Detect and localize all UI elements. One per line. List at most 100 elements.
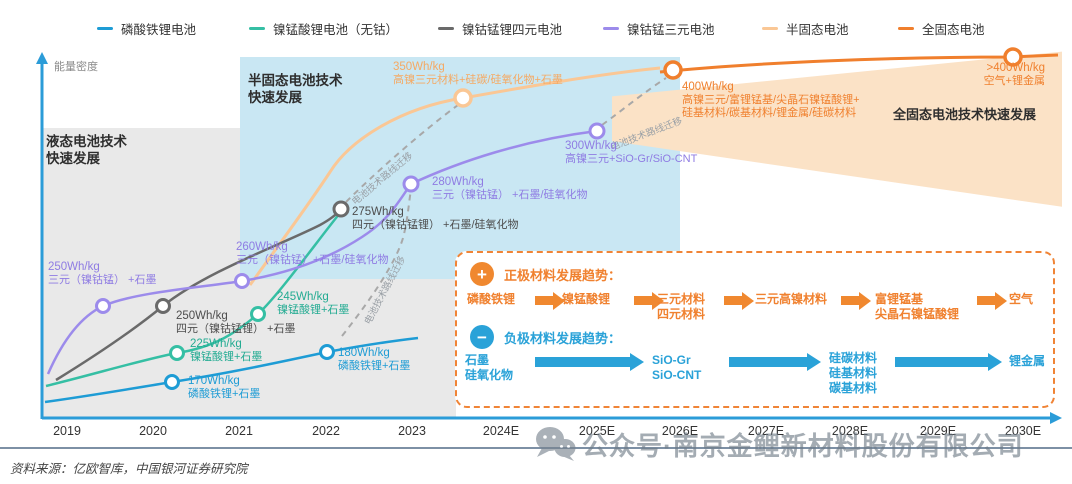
data-label-solid-400plus: >400Wh/kg 空气+锂金属 — [983, 62, 1045, 87]
data-label-quad-275: 275Wh/kg 四元（镍钴锰锂） +石墨/硅氧化物 — [352, 206, 519, 231]
anode-step-sio: SiO-Gr SiO-CNT — [652, 353, 702, 382]
watermark-text: 公众号·南京金鲤新材料股份有限公司 — [582, 431, 1024, 461]
arrow-right-icon — [729, 357, 807, 367]
marker-ncm-280 — [402, 175, 420, 193]
legend-swatch-quad-icon — [438, 26, 454, 31]
x-tick-2027e: 2027E — [747, 424, 785, 438]
data-label-quad-250: 250Wh/kg 四元（镍钴锰锂） +石墨 — [176, 310, 296, 335]
minus-icon: − — [470, 325, 494, 349]
legend-item-semisolid: 半固态电池 — [762, 19, 849, 38]
x-tick-2021: 2021 — [225, 424, 253, 438]
data-label-lnmo-225: 225Wh/kg 镍锰酸锂+石墨 — [190, 338, 263, 363]
legend-label: 镍锰酸锂电池（无钴） — [273, 23, 399, 37]
cathode-step-ternary: 三元材料 四元材料 — [657, 292, 706, 321]
legend-swatch-semisolid-icon — [762, 26, 778, 31]
legend-item-solidstate: 全固态电池 — [898, 19, 985, 38]
series-lnmo-line — [45, 212, 341, 388]
x-tick-2022: 2022 — [312, 424, 340, 438]
cathode-step-lnmo: 镍锰酸锂 — [562, 292, 611, 306]
legend-swatch-solidstate-icon — [898, 26, 914, 31]
legend-label: 全固态电池 — [922, 23, 985, 37]
legend-label: 磷酸铁锂电池 — [121, 23, 197, 37]
series-quaternary-line — [55, 208, 342, 382]
x-tick-2026e: 2026E — [661, 424, 699, 438]
arrow-right-icon — [535, 296, 553, 305]
data-label-lfp-170: 170Wh/kg 磷酸铁锂+石墨 — [188, 375, 261, 400]
x-tick-2030e: 2030E — [1004, 424, 1042, 438]
legend-label: 镍钴锰三元电池 — [627, 23, 715, 37]
y-axis-label: 能量密度 — [54, 61, 98, 73]
x-tick-2019: 2019 — [53, 424, 81, 438]
legend-label: 镍钴锰锂四元电池 — [462, 23, 563, 37]
plus-icon: + — [470, 262, 494, 286]
marker-ncm-260 — [234, 273, 250, 289]
arrow-right-icon — [634, 296, 652, 305]
y-axis-arrow-icon — [36, 52, 48, 64]
semi-region-title: 半固态电池技术 快速发展 — [248, 73, 343, 105]
x-tick-2029e: 2029E — [919, 424, 957, 438]
arrow-right-icon — [724, 296, 742, 305]
marker-ncm-250 — [95, 298, 111, 314]
series-semi-solid-line — [248, 66, 661, 286]
marker-lnmo-245 — [250, 306, 266, 322]
anode-step-silicon-carbon: 硅碳材料 硅基材料 碳基材料 — [829, 351, 878, 395]
wechat-icon — [536, 427, 576, 461]
liquid-region-title: 液态电池技术 快速发展 — [46, 134, 127, 166]
marker-quad-250 — [155, 298, 171, 314]
data-label-ncm-250: 250Wh/kg 三元（镍钴锰） +石墨 — [48, 261, 157, 286]
migration-dashed-line — [345, 104, 459, 203]
x-tick-2020: 2020 — [139, 424, 167, 438]
marker-semi-350 — [453, 88, 473, 108]
legend-item-quad: 镍钴锰锂四元电池 — [438, 19, 562, 38]
migration-dashed-line — [341, 189, 412, 337]
source-note: 资料来源：亿欧智库，中国银河证券研究院 — [10, 462, 248, 476]
legend-swatch-ncm-icon — [603, 26, 619, 31]
data-label-ncm-260: 260Wh/kg 三元（镍钴锰）+石墨/硅氧化物 — [236, 241, 389, 266]
migration-dashed-line — [601, 77, 667, 126]
cathode-step-li-rich: 富锂锰基 尖晶石镍锰酸锂 — [875, 292, 960, 321]
x-tick-2025e: 2025E — [578, 424, 616, 438]
anode-step-graphite: 石墨 硅氧化物 — [465, 353, 514, 382]
watermark: 公众号·南京金鲤新材料股份有限公司 — [534, 426, 1024, 463]
legend-swatch-lnmo-icon — [249, 26, 265, 31]
cathode-step-high-nickel: 三元高镍材料 — [755, 292, 828, 306]
x-tick-2028e: 2028E — [831, 424, 869, 438]
cathode-trend-title: 正极材料发展趋势： — [504, 268, 622, 283]
legend-item-lfp: 磷酸铁锂电池 — [97, 19, 196, 38]
data-label-semi-350: 350Wh/kg 高镍三元材料+硅碳/硅氧化物+石墨 — [393, 61, 563, 86]
series-solid-state-line — [659, 53, 1059, 74]
anode-trend-title: 负极材料发展趋势： — [504, 331, 622, 346]
data-label-lnmo-245: 245Wh/kg 镍锰酸锂+石墨 — [277, 291, 350, 316]
x-tick-2024e: 2024E — [482, 424, 520, 438]
marker-ncm-300 — [588, 122, 606, 140]
footer-divider — [0, 447, 1072, 449]
data-label-ncm-280: 280Wh/kg 三元（镍钴锰） +石墨/硅氧化物 — [432, 176, 588, 201]
legend-label: 半固态电池 — [786, 23, 849, 37]
data-label-solid-400: 400Wh/kg 高镍三元/富锂锰基/尖晶石镍锰酸锂+ 硅基材料/碳基材料/锂金属… — [682, 81, 860, 119]
legend-swatch-lfp-icon — [97, 26, 113, 31]
data-label-lfp-180: 180Wh/kg 磷酸铁锂+石墨 — [338, 347, 411, 372]
series-lfp-line — [44, 336, 419, 404]
cathode-step-air: 空气 — [1009, 292, 1034, 306]
marker-lfp-180 — [319, 344, 335, 360]
x-axis-arrow-icon — [1050, 412, 1062, 424]
anode-step-li-metal: 锂金属 — [1009, 354, 1046, 368]
marker-quad-275 — [332, 200, 350, 218]
arrow-right-icon — [841, 296, 859, 305]
legend-item-lnmo: 镍锰酸锂电池（无钴） — [249, 19, 398, 38]
marker-lfp-170 — [164, 374, 180, 390]
marker-solid-400 — [663, 60, 683, 80]
arrow-right-icon — [977, 296, 995, 305]
marker-solid-400plus — [1003, 47, 1023, 67]
data-label-ncm-300: 300Wh/kg 高镍三元+SiO-Gr/SiO-CNT — [565, 140, 698, 165]
arrow-right-icon — [895, 357, 988, 367]
solid-region-title: 全固态电池技术快速发展 — [893, 107, 1037, 122]
cathode-step-lfp: 磷酸铁锂 — [467, 292, 516, 306]
arrow-right-icon — [535, 357, 630, 367]
marker-lnmo-225 — [169, 345, 185, 361]
x-tick-2023: 2023 — [398, 424, 426, 438]
legend-item-ncm: 镍钴锰三元电池 — [603, 19, 715, 38]
material-trends-box: + 正极材料发展趋势： 磷酸铁锂 镍锰酸锂 三元材料 四元材料 三元高镍材料 富… — [455, 251, 1055, 408]
